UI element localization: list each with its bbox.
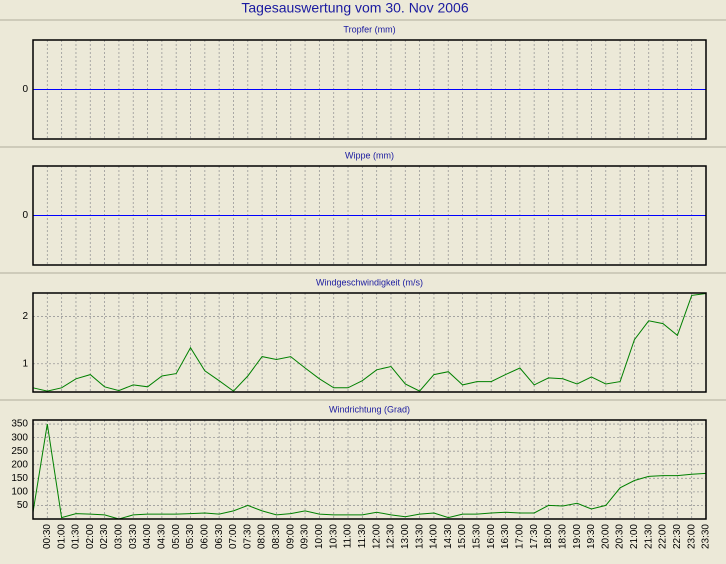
x-tick-label: 13:00 [400,524,411,549]
x-tick-label: 17:00 [514,524,525,549]
x-tick-label: 02:00 [85,524,96,549]
panel-title: Windgeschwindigkeit (m/s) [316,277,423,287]
y-tick-label: 300 [11,432,28,443]
y-tick-label: 2 [22,311,28,322]
plot-frame [32,39,707,140]
panel-title: Wippe (mm) [345,150,394,160]
x-tick-label: 09:00 [285,524,296,549]
y-tick-label: 250 [11,446,28,457]
x-tick-label: 23:30 [701,524,712,549]
data-line [32,293,707,392]
x-tick-label: 01:30 [71,524,82,549]
y-tick-label: 0 [22,84,28,95]
y-tick-label: 350 [11,419,28,430]
x-tick-label: 12:30 [386,524,397,549]
x-tick-label: 22:00 [658,524,669,549]
x-tick-label: 22:30 [672,524,683,549]
x-tick-label: 15:30 [472,524,483,549]
x-tick-label: 14:00 [429,524,440,549]
panel-title: Windrichtung (Grad) [329,404,410,414]
x-tick-label: 17:30 [529,524,540,549]
panel-title: Tropfer (mm) [343,24,395,34]
y-tick-label: 1 [22,358,28,369]
x-tick-label: 10:30 [328,524,339,549]
x-tick-label: 06:00 [199,524,210,549]
y-tick-label: 0 [22,210,28,221]
x-tick-label: 02:30 [99,524,110,549]
x-tick-label: 05:00 [171,524,182,549]
x-tick-label: 04:00 [142,524,153,549]
plot-frame [32,165,707,266]
y-tick-label: 200 [11,459,28,470]
chart-title: Tagesauswertung vom 30. Nov 2006 [241,0,468,16]
x-tick-label: 21:30 [643,524,654,549]
x-tick-label: 00:30 [42,524,53,549]
x-tick-label: 19:30 [586,524,597,549]
x-tick-label: 09:30 [300,524,311,549]
x-tick-label: 18:00 [543,524,554,549]
x-tick-label: 21:00 [629,524,640,549]
x-tick-label: 15:00 [457,524,468,549]
x-tick-label: 23:00 [686,524,697,549]
plot-frame [32,292,707,393]
x-tick-label: 01:00 [56,524,67,549]
x-tick-label: 05:30 [185,524,196,549]
plot-frame [32,419,707,520]
x-tick-label: 20:30 [615,524,626,549]
x-tick-label: 07:30 [242,524,253,549]
y-tick-label: 150 [11,473,28,484]
x-tick-label: 11:30 [357,524,368,549]
x-tick-label: 03:00 [114,524,125,549]
x-tick-label: 14:30 [443,524,454,549]
x-tick-label: 03:30 [128,524,139,549]
x-tick-label: 06:30 [214,524,225,549]
y-tick-label: 100 [11,487,28,498]
x-tick-label: 11:00 [343,524,354,549]
data-line [32,424,707,520]
x-tick-label: 18:30 [557,524,568,549]
x-tick-label: 08:00 [257,524,268,549]
x-tick-label: 08:30 [271,524,282,549]
x-tick-label: 16:30 [500,524,511,549]
x-tick-label: 20:00 [600,524,611,549]
x-tick-label: 12:00 [371,524,382,549]
x-tick-label: 13:30 [414,524,425,549]
x-tick-label: 07:00 [228,524,239,549]
x-tick-label: 10:00 [314,524,325,549]
x-tick-label: 19:00 [572,524,583,549]
y-tick-label: 50 [17,500,29,511]
x-tick-label: 04:30 [157,524,168,549]
x-tick-label: 16:00 [486,524,497,549]
